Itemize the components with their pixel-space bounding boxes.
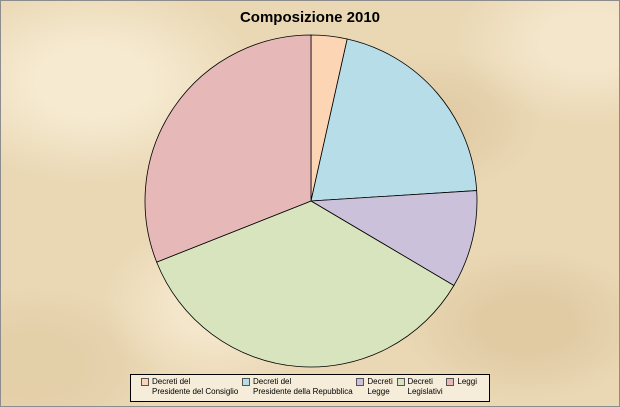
pie-slice	[309, 190, 478, 287]
legend-swatch	[141, 378, 149, 386]
legend-swatch	[356, 378, 365, 386]
legend-swatch	[396, 378, 405, 386]
legend: Decreti del Presidente del Consiglio Decr…	[130, 374, 490, 402]
legend-item: Decreti del Presidente della Repubblica	[242, 377, 353, 401]
legend-label: Leggi	[457, 377, 477, 386]
legend-swatch	[446, 378, 455, 386]
legend-item: Decreti del Presidente del Consiglio	[141, 377, 238, 401]
legend-item: Leggi	[446, 377, 477, 401]
pie-slice	[310, 38, 478, 202]
chart-title: Composizione 2010	[239, 9, 381, 26]
legend-item: Decreti Legislativi	[396, 377, 443, 401]
legend-swatch	[242, 378, 251, 386]
legend-label: Decreti del Presidente del Consiglio	[152, 377, 239, 396]
pie-slice	[156, 200, 455, 368]
pie-chart	[144, 34, 478, 368]
pie-slice	[144, 34, 312, 263]
legend-label: Decreti Legge	[367, 377, 393, 396]
legend-label: Decreti del Presidente della Repubblica	[253, 377, 353, 396]
legend-label: Decreti Legislativi	[407, 377, 443, 396]
legend-item: Decreti Legge	[356, 377, 393, 401]
